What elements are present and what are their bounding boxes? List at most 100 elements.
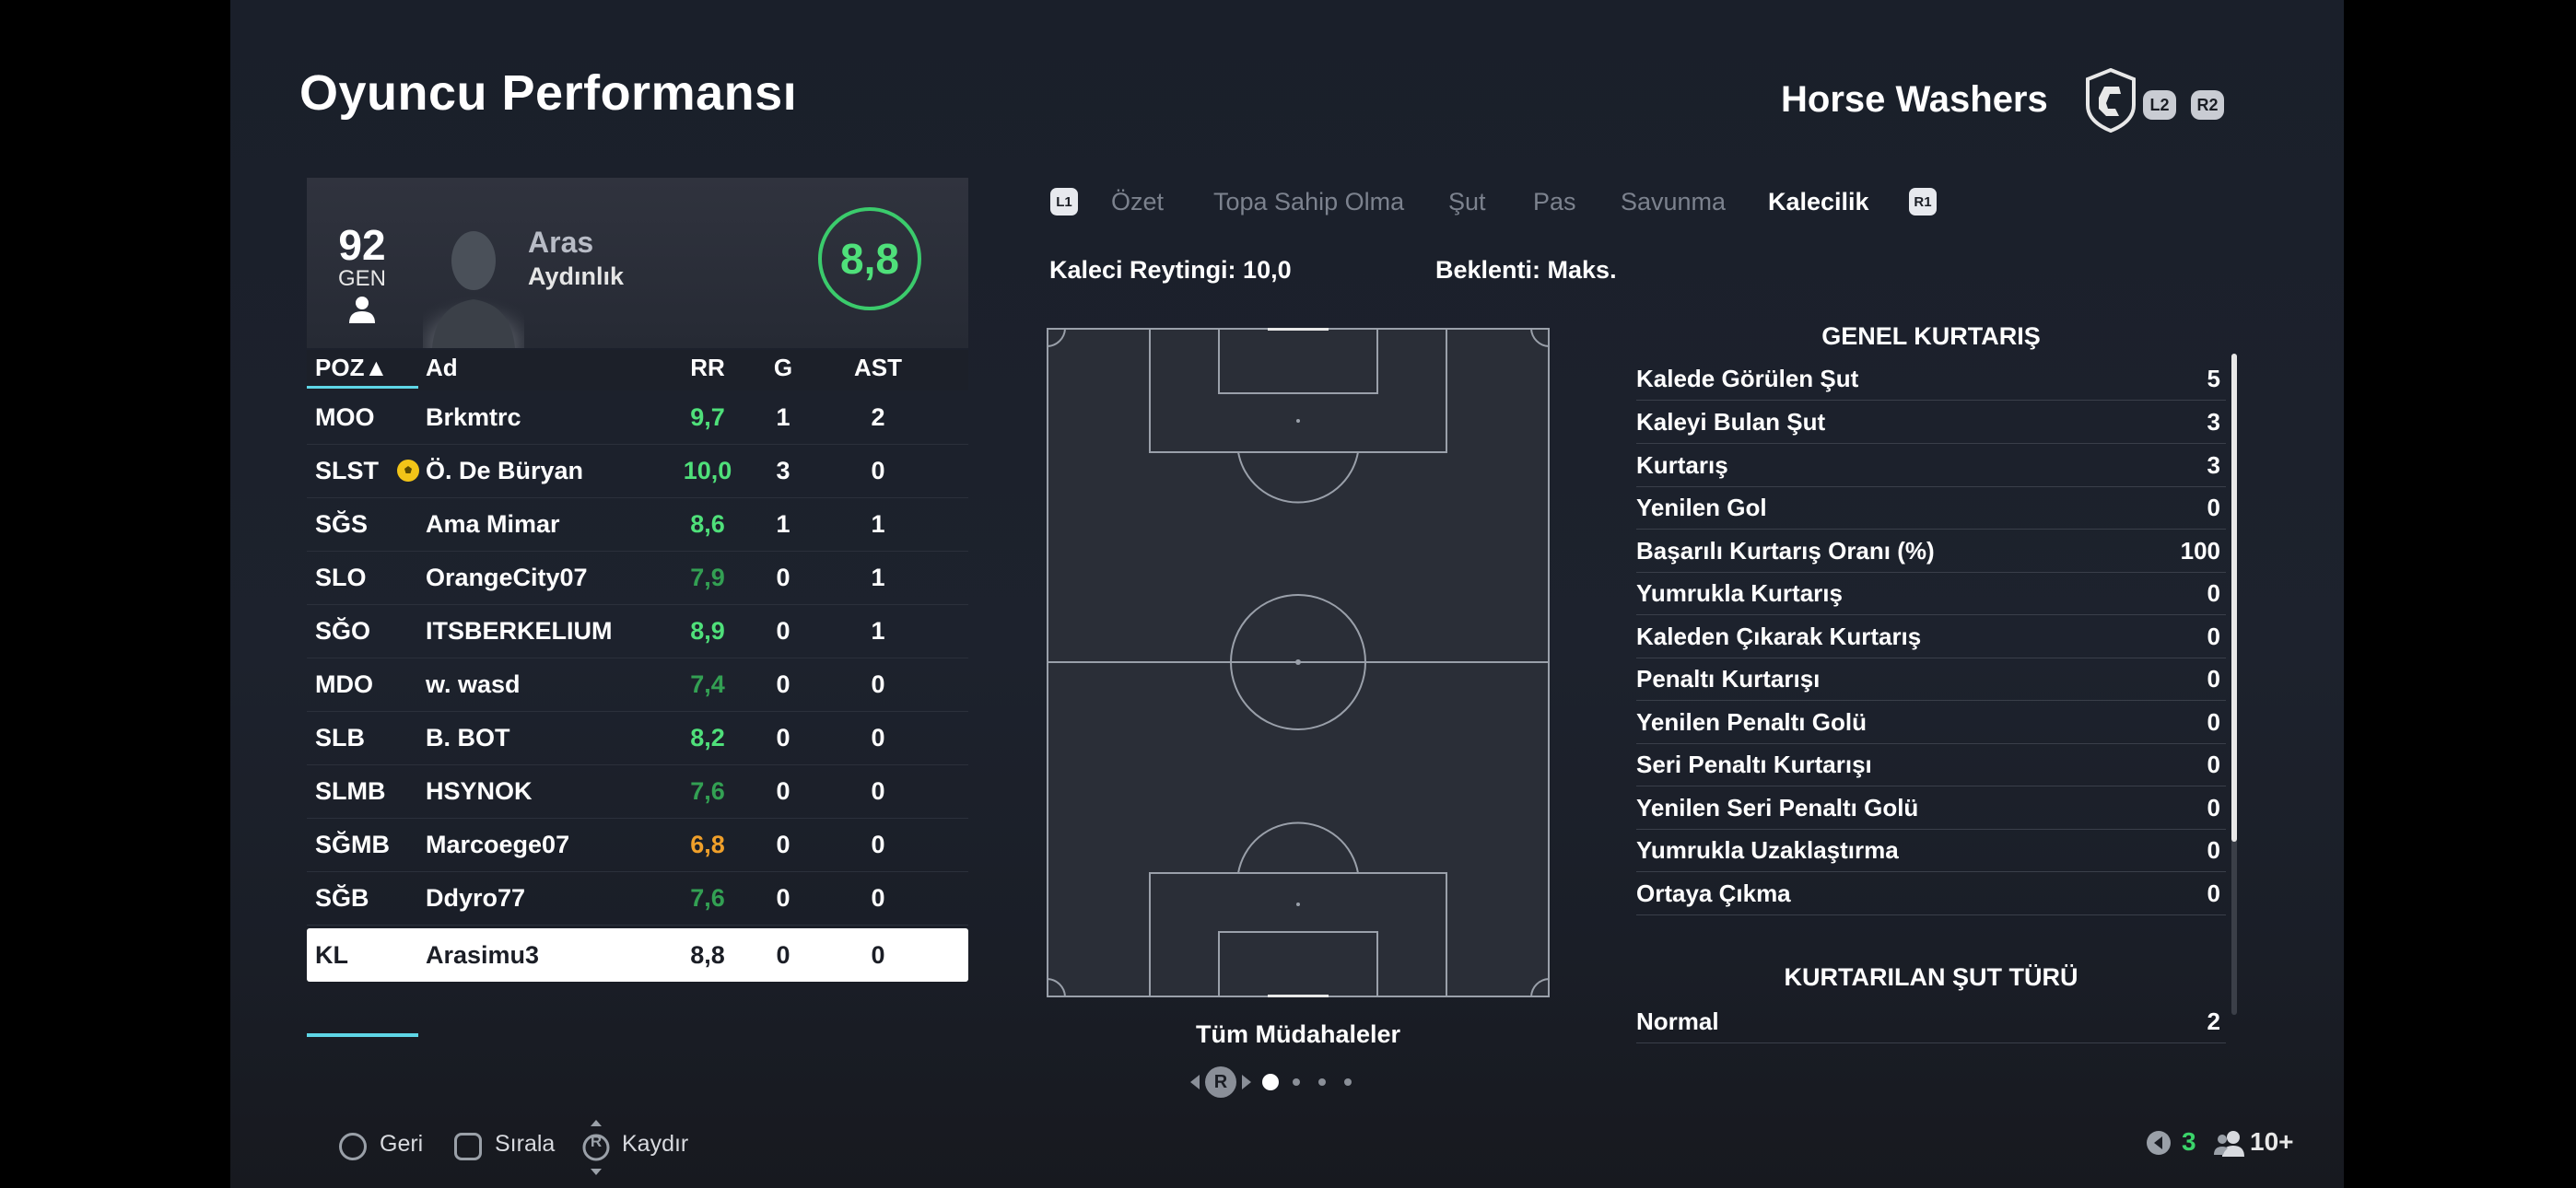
row-rr: 7,9: [690, 564, 725, 591]
table-row[interactable]: MDO w. wasd 7,4 0 0: [307, 658, 968, 712]
scroll-hint[interactable]: Kaydır: [622, 1131, 689, 1157]
stat-value: 3: [2207, 408, 2220, 436]
tab-kalecilik[interactable]: Kalecilik: [1768, 188, 1869, 215]
stat-label: Kaleyi Bulan Şut: [1636, 408, 1826, 436]
table-row-selected[interactable]: KL Arasimu3 8,8 0 0: [307, 928, 968, 982]
stat-value: 0: [2207, 879, 2220, 907]
stats-scrollbar-thumb[interactable]: [2231, 354, 2237, 842]
table-row[interactable]: SLB B. BOT 8,2 0 0: [307, 711, 968, 765]
stat-value: 0: [2207, 751, 2220, 778]
stat-value: 0: [2207, 708, 2220, 736]
stat-row: Kaleyi Bulan Şut 3: [1636, 401, 2226, 444]
row-pos: SĞMB: [315, 831, 390, 858]
column-pos[interactable]: POZ▲: [315, 354, 389, 381]
row-g: 0: [776, 617, 790, 645]
tab-savunma[interactable]: Savunma: [1621, 188, 1727, 215]
table-row[interactable]: SLST Ö. De Büryan 10,0 3 0: [307, 444, 968, 498]
stat-label: Kalede Görülen Şut: [1636, 365, 1859, 392]
pager-dot[interactable]: [1344, 1078, 1352, 1086]
pitch-map: [1047, 328, 1550, 997]
stat-value: 0: [2207, 836, 2220, 864]
player-ovr: 92: [338, 221, 386, 269]
party-members-icon: [2214, 1131, 2244, 1157]
table-row[interactable]: SLMB HSYNOK 7,6 0 0: [307, 764, 968, 819]
column-g[interactable]: G: [773, 354, 793, 381]
pager-r-stick-button[interactable]: R: [1205, 1066, 1236, 1098]
player-match-rating: 8,8: [818, 207, 921, 310]
column-name[interactable]: Ad: [426, 354, 458, 381]
row-pos: SLMB: [315, 777, 386, 805]
row-pos: SĞB: [315, 884, 369, 912]
goalkeeper-rating: Kaleci Reytingi: 10,0: [1049, 256, 1292, 284]
stat-row: Ortaya Çıkma 0: [1636, 872, 2226, 915]
person-icon: [349, 297, 375, 323]
row-pos: SLST: [315, 457, 380, 484]
tab-topa-sahip-olma[interactable]: Topa Sahip Olma: [1213, 188, 1405, 215]
motm-ball-icon: [397, 460, 419, 482]
pager-left-arrow-icon[interactable]: [1188, 1074, 1201, 1090]
screen: Oyuncu Performansı Horse Washers L2 R2 9…: [230, 0, 2344, 1188]
player-card: 92 GEN Aras Aydınlık 8,8: [307, 178, 968, 348]
table-row[interactable]: SĞS Ama Mimar 8,6 1 1: [307, 497, 968, 552]
row-g: 3: [776, 457, 790, 484]
row-pos: MDO: [315, 670, 373, 698]
row-ast: 0: [871, 670, 885, 698]
scroll-button-label: R: [590, 1133, 603, 1150]
table-row[interactable]: SLO OrangeCity07 7,9 0 1: [307, 551, 968, 605]
pager-dot[interactable]: [1318, 1078, 1326, 1086]
l2-button[interactable]: L2: [2143, 90, 2176, 120]
row-pos: MOO: [315, 403, 375, 431]
stat-label: Normal: [1636, 1007, 1719, 1035]
team-crest-icon: [2086, 68, 2136, 133]
stat-value: 100: [2180, 537, 2220, 565]
table-row[interactable]: SĞMB Marcoege07 6,8 0 0: [307, 818, 968, 872]
row-g: 0: [776, 777, 790, 805]
stat-label: Başarılı Kurtarış Oranı (%): [1636, 537, 1935, 565]
stat-row: Penaltı Kurtarışı 0: [1636, 658, 2226, 701]
sort-underline: [307, 386, 418, 389]
stat-value: 0: [2207, 665, 2220, 693]
pitch-filter-label: Tüm Müdahaleler: [1195, 1020, 1401, 1048]
table-row[interactable]: SĞB Ddyro77 7,6 0 0: [307, 871, 968, 926]
pager-dot-active[interactable]: [1262, 1074, 1279, 1090]
stat-row: Yenilen Seri Penaltı Golü 0: [1636, 786, 2226, 830]
row-ast: 0: [871, 457, 885, 484]
row-name: Ama Mimar: [426, 510, 560, 538]
stat-label: Seri Penaltı Kurtarışı: [1636, 751, 1872, 778]
tab-sut[interactable]: Şut: [1448, 188, 1486, 215]
table-row[interactable]: MOO Brkmtrc 9,7 1 2: [307, 390, 968, 445]
table-row[interactable]: SĞO ITSBERKELIUM 8,9 0 1: [307, 604, 968, 658]
player-last-name: Aydınlık: [528, 262, 625, 290]
row-rr: 10,0: [683, 457, 732, 484]
stat-value: 0: [2207, 794, 2220, 821]
back-hint[interactable]: Geri: [380, 1131, 424, 1157]
tab-ozet[interactable]: Özet: [1111, 188, 1165, 215]
player-ovr-label: GEN: [337, 266, 386, 291]
sort-hint[interactable]: Sırala: [495, 1131, 556, 1157]
l1-button[interactable]: L1: [1050, 188, 1078, 215]
pager-right-arrow-icon[interactable]: [1240, 1074, 1253, 1090]
r2-button[interactable]: R2: [2191, 90, 2224, 120]
square-button-icon[interactable]: [454, 1133, 482, 1160]
r1-button[interactable]: R1: [1909, 188, 1937, 215]
pager-dot[interactable]: [1293, 1078, 1300, 1086]
row-g: 1: [776, 510, 790, 538]
row-name: Marcoege07: [426, 831, 570, 858]
column-ast[interactable]: AST: [854, 354, 902, 381]
row-name: Arasimu3: [426, 941, 540, 969]
stat-label: Yenilen Penaltı Golü: [1636, 708, 1867, 736]
row-ast: 1: [871, 510, 885, 538]
row-rr: 7,4: [690, 670, 725, 698]
circle-button-icon[interactable]: [339, 1133, 367, 1160]
stat-value: 5: [2207, 365, 2220, 392]
row-rr: 8,9: [690, 617, 725, 645]
row-rr: 7,6: [690, 777, 725, 805]
row-pos: KL: [315, 941, 348, 969]
tab-pas[interactable]: Pas: [1533, 188, 1576, 215]
r-stick-scroll-icon[interactable]: [582, 1118, 610, 1177]
stat-label: Kaleden Çıkarak Kurtarış: [1636, 623, 1922, 650]
player-first-name: Aras: [528, 226, 594, 259]
column-rr[interactable]: RR: [690, 354, 725, 381]
stat-row: Yumrukla Kurtarış 0: [1636, 572, 2226, 615]
row-g: 0: [776, 831, 790, 858]
